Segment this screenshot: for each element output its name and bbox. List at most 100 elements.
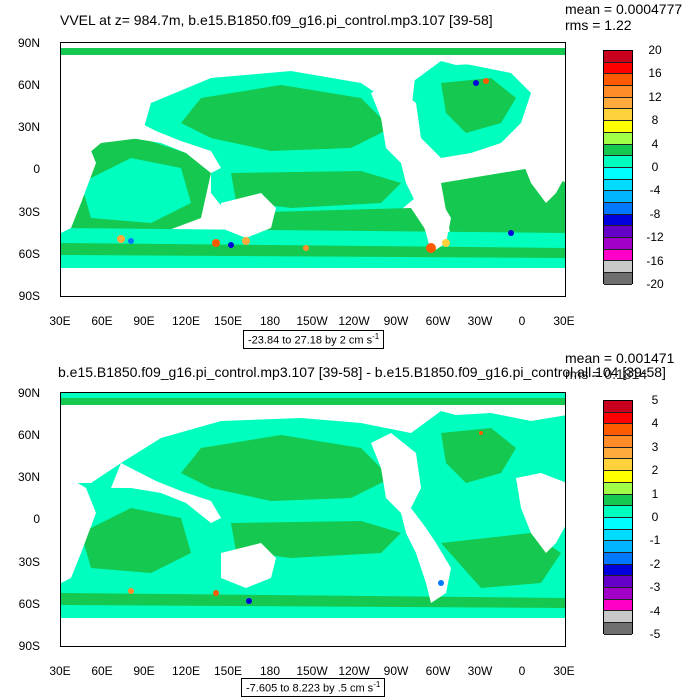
colorbar-cell <box>604 238 632 250</box>
colorbar-cell <box>604 132 632 145</box>
ocean-map <box>61 393 565 646</box>
colorbar-label: 8 <box>651 113 659 128</box>
colorbar-cell <box>604 226 632 238</box>
range-label: -7.605 to 8.223 by .5 cm s-1 <box>241 678 386 697</box>
y-tick-label: 0 <box>33 162 40 176</box>
colorbar-label: 0 <box>651 160 659 174</box>
colorbar-label: 16 <box>648 66 662 81</box>
colorbar-cell <box>604 214 632 227</box>
y-tick-label: 30S <box>18 205 40 219</box>
colorbar-label: -4 <box>649 183 661 198</box>
x-tick-label: 60E <box>91 664 113 678</box>
colorbar-label: 4 <box>651 136 659 151</box>
y-tick-label: 90S <box>18 639 40 653</box>
colorbar-cell <box>604 109 632 122</box>
x-tick-label: 0 <box>518 314 526 328</box>
colorbar-cell <box>604 86 632 98</box>
colorbar-cell <box>604 97 632 110</box>
panel-difference: b.e15.B1850.f09_g16.pi_control.mp3.107 [… <box>0 350 700 700</box>
colorbar-label: 5 <box>651 393 659 407</box>
y-tick-label: 90N <box>17 36 40 50</box>
x-tick-label: 180 <box>259 664 281 678</box>
x-tick-label: 60E <box>91 314 113 328</box>
colorbar-label: 20 <box>648 43 662 57</box>
colorbar-cell <box>604 471 632 483</box>
x-tick-label: 90W <box>383 314 409 328</box>
colorbar-label: -1 <box>649 533 661 548</box>
colorbar-cell <box>604 412 632 425</box>
chart-title: VVEL at z= 984.7m, b.e15.B1850.f09_g16.p… <box>60 12 493 28</box>
rms-stat: rms = 1.22 <box>565 17 632 33</box>
x-tick-label: 120E <box>171 314 201 328</box>
colorbar-label: 1 <box>651 486 659 501</box>
y-tick-label: 30N <box>17 470 40 484</box>
y-tick-label: 0 <box>33 512 40 526</box>
colorbar-cell <box>604 51 632 63</box>
y-tick-label: 60N <box>17 428 40 442</box>
y-tick-label: 60S <box>18 597 40 611</box>
x-tick-label: 0 <box>518 664 526 678</box>
y-tick-label: 60N <box>17 78 40 92</box>
colorbar <box>603 400 633 635</box>
colorbar-label: 2 <box>651 463 659 478</box>
colorbar-label: -12 <box>646 230 664 245</box>
rms-stat: rms = 0.1814 <box>565 366 648 382</box>
land-mask <box>61 405 565 646</box>
colorbar-cell <box>604 564 632 577</box>
colorbar-cell <box>604 156 632 168</box>
colorbar-cell <box>604 494 632 507</box>
x-tick-label: 30E <box>49 664 71 678</box>
chart-title: b.e15.B1850.f09_g16.pi_control.mp3.107 [… <box>58 364 666 380</box>
colorbar-label: -2 <box>649 556 661 571</box>
x-tick-label: 30W <box>467 664 493 678</box>
colorbar-label: 12 <box>648 89 662 104</box>
colorbar-cell <box>604 74 632 87</box>
colorbar-cell <box>604 506 632 518</box>
y-tick-label: 30S <box>18 555 40 569</box>
colorbar-cell <box>604 261 632 274</box>
map-plot <box>60 392 566 647</box>
colorbar-cell <box>604 273 632 285</box>
colorbar-cell <box>604 541 632 553</box>
y-tick-label: 60S <box>18 247 40 261</box>
colorbar-cell <box>604 191 632 203</box>
colorbar-cell <box>604 249 632 262</box>
hotspots <box>117 78 514 253</box>
colorbar-label: 3 <box>651 439 659 454</box>
x-tick-label: 90E <box>133 664 155 678</box>
x-tick-label: 90E <box>133 314 155 328</box>
x-tick-label: 60W <box>425 664 451 678</box>
colorbar-cell <box>604 529 632 542</box>
colorbar-cell <box>604 202 632 215</box>
colorbar-cell <box>604 447 632 460</box>
x-tick-label: 60W <box>425 314 451 328</box>
y-tick-label: 90S <box>18 289 40 303</box>
mean-stat: mean = 0.0004777 <box>565 1 683 17</box>
colorbar-label: -5 <box>649 627 661 641</box>
colorbar-cell <box>604 599 632 612</box>
colorbar <box>603 50 633 285</box>
hotspots <box>128 431 483 604</box>
colorbar-cell <box>604 424 632 437</box>
colorbar-cell <box>604 436 632 448</box>
mean-stat: mean = 0.001471 <box>565 350 675 366</box>
x-tick-label: 30E <box>553 664 575 678</box>
colorbar-label: -16 <box>646 253 664 268</box>
range-text: -23.84 to 27.18 by 2 cm s <box>248 334 373 347</box>
ocean-map <box>61 48 565 296</box>
colorbar-cell <box>604 167 632 180</box>
x-tick-label: 150E <box>213 314 243 328</box>
panel-vvel: VVEL at z= 984.7m, b.e15.B1850.f09_g16.p… <box>17 1 683 349</box>
colorbar-cell <box>604 588 632 600</box>
range-unit-sup: -1 <box>372 332 380 341</box>
x-tick-label: 90W <box>383 664 409 678</box>
x-tick-label: 120W <box>338 664 370 678</box>
colorbar-cell <box>604 482 632 495</box>
colorbar-cell <box>604 144 632 157</box>
range-label: -23.84 to 27.18 by 2 cm s-1 <box>243 330 385 349</box>
colorbar-cell <box>604 623 632 635</box>
y-tick-label: 30N <box>17 120 40 134</box>
colorbar-cell <box>604 459 632 472</box>
y-tick-label: 90N <box>17 386 40 400</box>
x-tick-label: 150W <box>296 314 328 328</box>
